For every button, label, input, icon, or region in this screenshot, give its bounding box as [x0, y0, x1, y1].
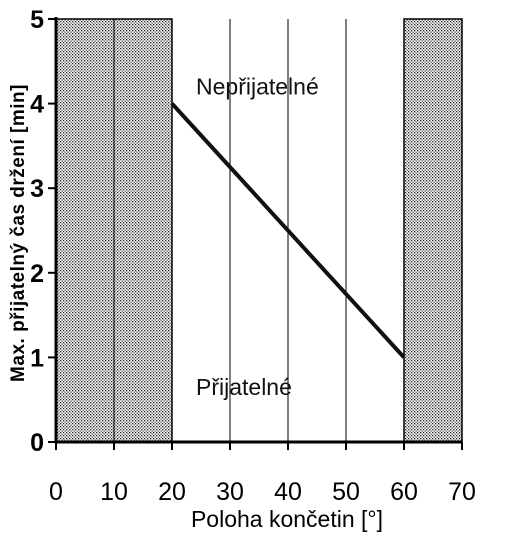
annotation-acceptable: Přijatelné	[196, 374, 292, 400]
y-axis-title: Max. přijatelný čas držení [min]	[8, 84, 29, 382]
y-tick-label-4: 4	[30, 91, 44, 119]
x-tick-label-40: 40	[274, 478, 302, 506]
y-tick-label-0: 0	[30, 429, 44, 457]
x-tick-label-0: 0	[49, 478, 63, 506]
x-tick-label-30: 30	[216, 478, 244, 506]
y-tick-label-2: 2	[30, 260, 44, 288]
shaded-region-1	[403, 18, 463, 443]
x-axis-title: Poloha končetin [°]	[191, 506, 383, 532]
x-tick-label-50: 50	[332, 478, 360, 506]
series-line-0	[170, 102, 406, 359]
series	[170, 102, 406, 359]
x-tick-label-20: 20	[158, 478, 186, 506]
x-tick-label-10: 10	[100, 478, 128, 506]
x-tick-label-60: 60	[390, 478, 418, 506]
y-tick-label-5: 5	[30, 6, 44, 34]
axes	[48, 17, 463, 450]
y-tick-label-3: 3	[30, 175, 44, 203]
x-tick-label-70: 70	[448, 478, 476, 506]
annotation-unacceptable: Nepřijatelné	[196, 74, 319, 100]
y-tick-label-1: 1	[30, 344, 44, 372]
